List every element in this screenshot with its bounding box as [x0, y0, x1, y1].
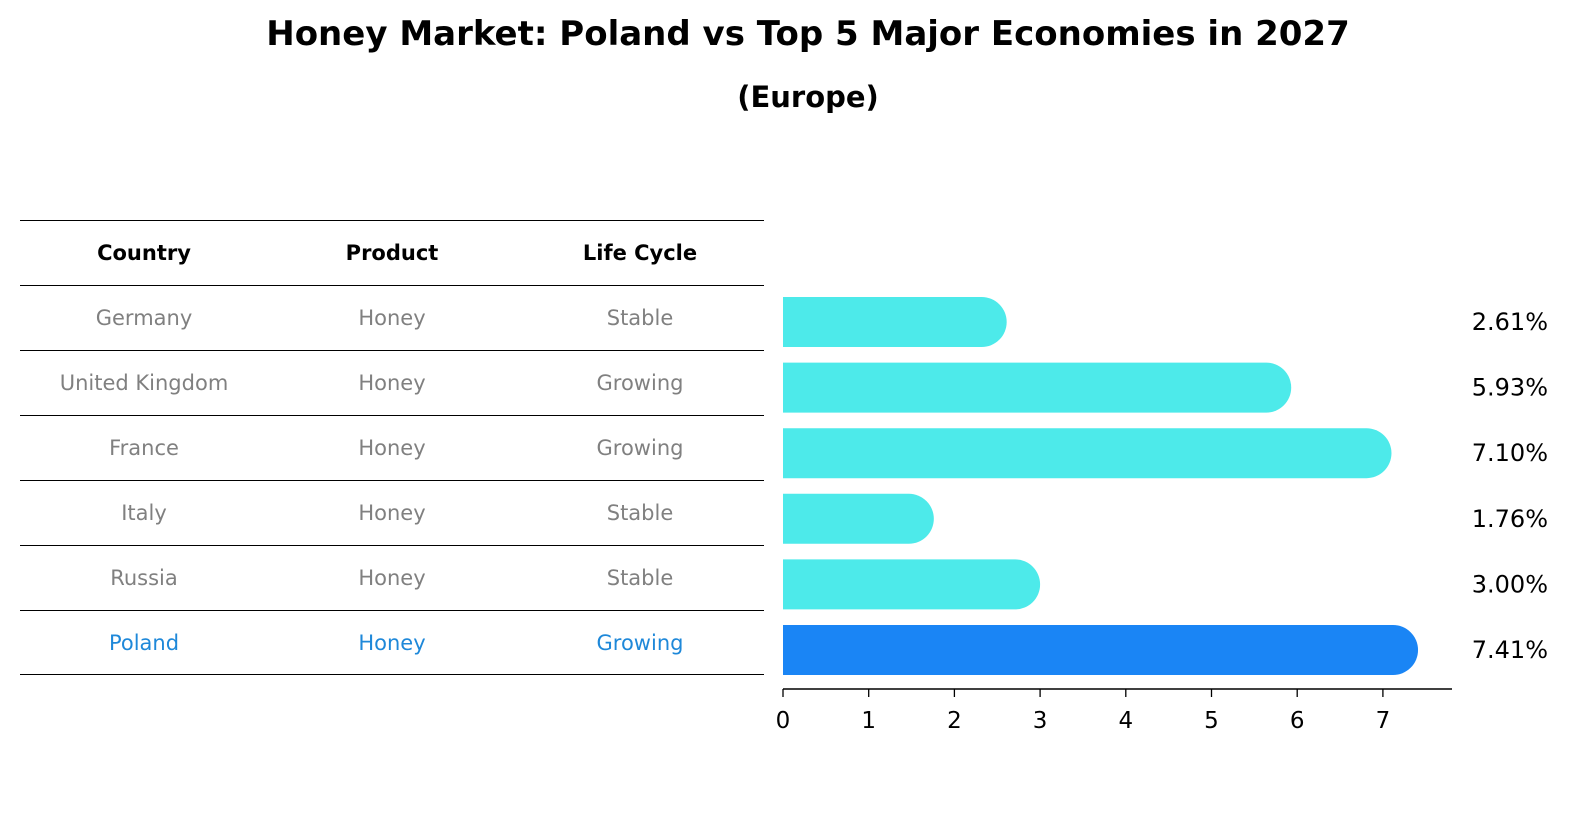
bar-russia [783, 559, 1041, 610]
chart-subtitle: (Europe) [737, 80, 879, 114]
country-cell: Poland [108, 630, 180, 655]
product-cell: Honey [358, 306, 426, 330]
life-cycle-cell: Growing [596, 371, 684, 395]
x-tick-label: 2 [947, 708, 962, 734]
table-row: United Kingdom Honey Growing [20, 350, 764, 415]
x-tick-label: 4 [1118, 708, 1133, 734]
x-tick-label: 1 [861, 708, 876, 734]
header-country: Country [97, 241, 191, 265]
product-cell: Honey [358, 371, 426, 395]
value-label: 7.10% [1472, 439, 1548, 467]
bar-poland [783, 625, 1419, 675]
x-tick-label: 3 [1033, 708, 1048, 734]
header-product: Product [345, 241, 439, 265]
country-cell: Germany [95, 306, 193, 330]
product-cell: Honey [358, 630, 426, 655]
x-tick-label: 6 [1290, 708, 1305, 734]
chart-title: Honey Market: Poland vs Top 5 Major Econ… [266, 14, 1350, 54]
header-life-cycle: Life Cycle [582, 241, 698, 265]
life-cycle-cell: Stable [606, 566, 674, 590]
value-label: 3.00% [1472, 570, 1548, 598]
value-label: 5.93% [1472, 374, 1548, 402]
bar-germany [783, 297, 1007, 347]
table-row: Italy Honey Stable [20, 480, 764, 545]
product-cell: Honey [358, 501, 426, 525]
x-tick-label: 0 [776, 708, 791, 734]
table-row-highlight: Poland Honey Growing [20, 610, 764, 675]
x-tick-label: 5 [1204, 708, 1219, 734]
table-row: Germany Honey Stable [20, 285, 764, 350]
life-cycle-cell: Growing [596, 436, 684, 460]
comparison-table: Country Product Life Cycle Germany Honey… [20, 220, 764, 675]
table-row: Russia Honey Stable [20, 545, 764, 610]
value-label: 1.76% [1472, 505, 1548, 533]
bar-italy [783, 493, 934, 544]
table-row: France Honey Growing [20, 415, 764, 480]
life-cycle-cell: Stable [606, 501, 674, 525]
life-cycle-cell: Growing [596, 630, 684, 655]
country-cell: Italy [121, 501, 167, 525]
value-label: 7.41% [1472, 636, 1548, 664]
country-cell: France [109, 436, 179, 460]
product-cell: Honey [358, 436, 426, 460]
bar-united-kingdom [783, 362, 1292, 413]
table-header-row: Country Product Life Cycle [20, 220, 764, 285]
country-cell: Russia [110, 566, 178, 590]
life-cycle-cell: Stable [606, 306, 674, 330]
x-tick-label: 7 [1376, 708, 1391, 734]
product-cell: Honey [358, 566, 426, 590]
bar-france [783, 428, 1392, 479]
country-cell: United Kingdom [59, 371, 229, 395]
value-label: 2.61% [1472, 308, 1548, 336]
